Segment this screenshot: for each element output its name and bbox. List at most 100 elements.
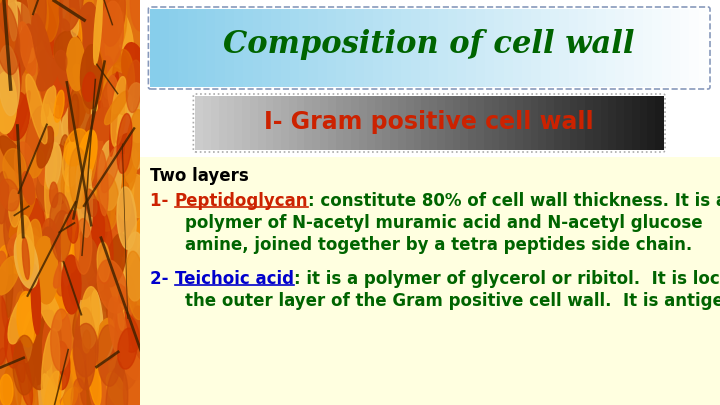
Ellipse shape	[40, 346, 66, 396]
Ellipse shape	[112, 49, 135, 115]
Ellipse shape	[81, 287, 99, 348]
Ellipse shape	[37, 32, 49, 116]
Ellipse shape	[51, 211, 73, 272]
Ellipse shape	[124, 232, 146, 301]
Ellipse shape	[76, 130, 97, 183]
Bar	[539, 96, 547, 150]
Bar	[140, 157, 720, 405]
Ellipse shape	[71, 0, 94, 37]
Ellipse shape	[73, 289, 96, 340]
Ellipse shape	[73, 64, 94, 103]
Ellipse shape	[97, 325, 121, 386]
Ellipse shape	[88, 190, 110, 258]
Ellipse shape	[28, 327, 40, 390]
Ellipse shape	[0, 348, 6, 368]
Ellipse shape	[27, 236, 44, 283]
Ellipse shape	[58, 294, 67, 321]
Ellipse shape	[0, 53, 9, 87]
Ellipse shape	[42, 374, 63, 405]
Ellipse shape	[0, 0, 11, 38]
Ellipse shape	[14, 234, 38, 288]
Ellipse shape	[44, 71, 59, 136]
Ellipse shape	[24, 315, 35, 348]
Ellipse shape	[113, 169, 131, 221]
Ellipse shape	[63, 0, 81, 34]
Ellipse shape	[45, 144, 63, 226]
Ellipse shape	[89, 202, 113, 284]
Ellipse shape	[107, 284, 135, 349]
Ellipse shape	[115, 81, 122, 106]
Ellipse shape	[15, 343, 32, 405]
Bar	[643, 9, 653, 87]
Bar	[281, 9, 291, 87]
Bar	[616, 96, 625, 150]
Ellipse shape	[48, 56, 70, 118]
Bar	[531, 96, 539, 150]
Ellipse shape	[112, 72, 132, 145]
Ellipse shape	[112, 189, 122, 210]
Ellipse shape	[117, 187, 136, 249]
Ellipse shape	[84, 189, 97, 217]
Ellipse shape	[64, 129, 89, 166]
Ellipse shape	[41, 219, 60, 281]
Ellipse shape	[104, 266, 122, 297]
Ellipse shape	[125, 83, 148, 143]
Ellipse shape	[100, 172, 116, 229]
Ellipse shape	[86, 75, 97, 111]
Ellipse shape	[120, 280, 138, 325]
Ellipse shape	[21, 256, 33, 292]
Bar	[413, 96, 423, 150]
Ellipse shape	[122, 56, 129, 106]
Bar	[577, 96, 586, 150]
Ellipse shape	[61, 166, 80, 206]
Bar	[179, 9, 189, 87]
Ellipse shape	[123, 357, 147, 405]
Ellipse shape	[80, 276, 91, 333]
Ellipse shape	[0, 171, 9, 224]
Ellipse shape	[4, 92, 30, 141]
Ellipse shape	[54, 35, 77, 78]
Ellipse shape	[40, 227, 56, 275]
Ellipse shape	[81, 186, 89, 214]
Ellipse shape	[55, 259, 71, 313]
Ellipse shape	[4, 51, 20, 98]
Ellipse shape	[63, 8, 82, 68]
Bar	[680, 9, 690, 87]
Ellipse shape	[114, 134, 137, 195]
Bar	[215, 9, 226, 87]
Ellipse shape	[79, 377, 91, 405]
Ellipse shape	[70, 0, 80, 48]
Ellipse shape	[22, 237, 30, 279]
Ellipse shape	[24, 220, 42, 274]
Ellipse shape	[14, 91, 30, 139]
Ellipse shape	[86, 132, 97, 185]
Bar	[382, 96, 391, 150]
Bar	[507, 96, 516, 150]
Ellipse shape	[130, 0, 150, 31]
Bar	[500, 96, 508, 150]
Ellipse shape	[71, 14, 78, 37]
Ellipse shape	[104, 91, 128, 125]
Ellipse shape	[50, 309, 71, 371]
Ellipse shape	[109, 241, 122, 278]
Ellipse shape	[129, 143, 143, 176]
Ellipse shape	[83, 330, 91, 353]
Bar	[299, 9, 310, 87]
Ellipse shape	[54, 90, 64, 122]
Ellipse shape	[109, 297, 128, 362]
Ellipse shape	[78, 229, 90, 259]
Bar	[206, 9, 217, 87]
Bar	[197, 9, 207, 87]
Bar	[355, 9, 365, 87]
Bar	[578, 9, 588, 87]
Bar	[494, 9, 505, 87]
Ellipse shape	[108, 75, 120, 113]
Ellipse shape	[37, 143, 53, 185]
Ellipse shape	[126, 251, 146, 320]
Ellipse shape	[33, 237, 58, 304]
Ellipse shape	[79, 229, 104, 283]
Ellipse shape	[4, 318, 21, 368]
Bar	[484, 96, 492, 150]
Ellipse shape	[90, 147, 120, 190]
Bar	[227, 96, 235, 150]
